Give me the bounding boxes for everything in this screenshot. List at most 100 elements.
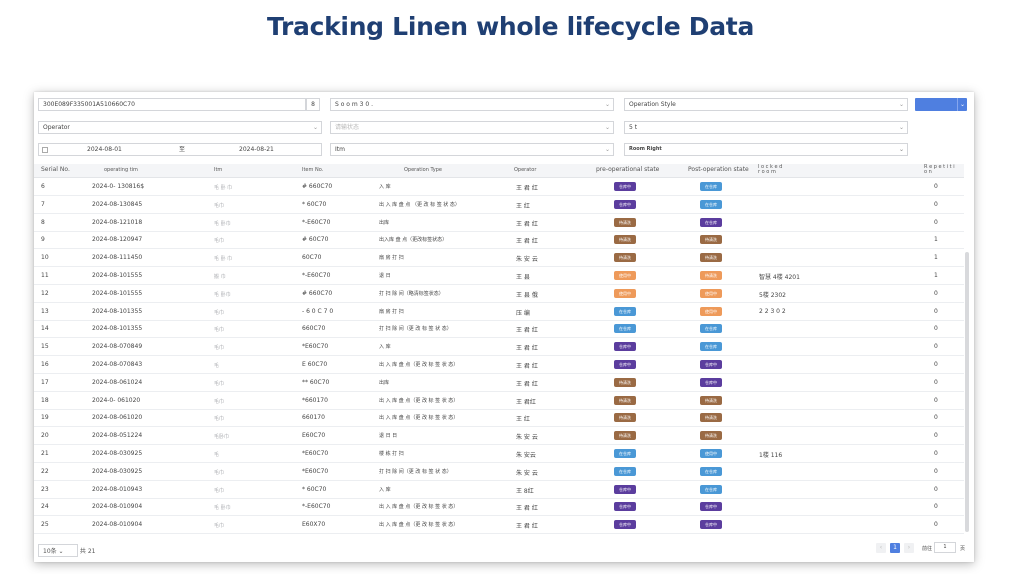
cell-serial: 23 bbox=[41, 485, 49, 493]
epc-clear-button[interactable]: 8 bbox=[306, 98, 320, 111]
table-row[interactable]: 17 2024-08-061024 毛巾 ** 60C70 出库 王 君 红 0 待清洗 仓库中 bbox=[34, 375, 964, 392]
cell-operator: 王 君 红 bbox=[516, 363, 538, 370]
table-row[interactable]: 13 2024-08-101355 毛巾 - 6 0 C 7 0 扇 房 打 扫 压 编 2… bbox=[34, 304, 964, 321]
cell-time: 2024-08-121018 bbox=[92, 218, 143, 226]
cell-time: 2024-08-111450 bbox=[92, 254, 143, 262]
cell-serial: 19 bbox=[41, 414, 49, 422]
cell-time: 2024-08-101555 bbox=[92, 289, 143, 297]
cell-rep: 0 bbox=[934, 485, 938, 493]
table-row[interactable]: 25 2024-08-010904 毛巾 E60X70 出 入 库 盘 点（更 改 标 … bbox=[34, 517, 964, 535]
cell-item-no: 660170 bbox=[302, 414, 325, 422]
chevron-down-icon[interactable]: ⌄ bbox=[957, 98, 967, 111]
cell-time: 2024-08-120947 bbox=[92, 236, 143, 244]
cell-item-no: *-E60C70 bbox=[302, 272, 331, 279]
cell-serial: 8 bbox=[41, 218, 45, 226]
post-state-badge: 使用中 bbox=[700, 306, 722, 316]
date-end: 2024-08-21 bbox=[239, 146, 274, 153]
cell-serial: 15 bbox=[41, 343, 49, 351]
cell-op: 扇 房 打 扫 bbox=[379, 255, 404, 262]
page-size-dropdown[interactable]: 10条 ⌄ bbox=[38, 544, 78, 557]
table-row[interactable]: 19 2024-08-061020 毛巾 660170 出 入 库 盘 点（更 改 标 … bbox=[34, 410, 964, 428]
cell-item: 毛 卧 巾 bbox=[214, 185, 233, 191]
cell-room: 1楼 116 bbox=[759, 452, 783, 459]
epc-input[interactable]: 300E089F335001A510660C70 bbox=[38, 98, 306, 111]
operation-style-select[interactable]: Operation Style ⌄ bbox=[624, 98, 908, 111]
cell-serial: 16 bbox=[41, 361, 49, 368]
cell-operator: 朱 安 云 bbox=[516, 469, 538, 477]
operator-select[interactable]: Operator ⌄ bbox=[38, 121, 322, 134]
table-row[interactable]: 24 2024-08-010904 毛 卧巾 *-E60C70 出 入 库 盘 点（更 … bbox=[34, 499, 964, 517]
cell-item: 毛巾 bbox=[214, 416, 225, 423]
cell-op: 出 入 库 盘 点（更 改 标 签 状 态） bbox=[379, 397, 459, 404]
room-right-select[interactable]: Room Right ⌄ bbox=[624, 143, 908, 156]
pre-state-badge: 使用中 bbox=[614, 271, 636, 280]
post-state-badge: 在仓库 bbox=[700, 217, 722, 227]
cell-item: 毛巾 bbox=[214, 487, 225, 494]
goto-label: 前往 bbox=[922, 546, 933, 552]
cell-item-no: *E60C70 bbox=[302, 450, 329, 457]
table-row[interactable]: 12 2024-08-101555 毛 卧巾 # 660C70 打 扫 除 间（略清标签… bbox=[34, 286, 964, 303]
next-page-button[interactable]: › bbox=[904, 543, 914, 553]
cell-item: 毛巾 bbox=[214, 309, 225, 316]
chevron-down-icon: ⌄ bbox=[898, 101, 904, 108]
item-select[interactable]: Itm ⌄ bbox=[330, 143, 614, 156]
cell-item-no: * 60C70 bbox=[302, 485, 327, 493]
query-button[interactable]: ⌄ bbox=[915, 98, 967, 111]
table-row[interactable]: 22 2024-08-030925 毛巾 *E60C70 打 扫 除 间（更 改 标 签… bbox=[34, 464, 964, 481]
cell-item-no: E 60C70 bbox=[302, 361, 328, 368]
cell-op: 出 入 库 盘 点（更 改 标 签 状 态） bbox=[379, 504, 459, 511]
cell-rep: 0 bbox=[934, 503, 938, 511]
cell-item-no: * 60C70 bbox=[302, 200, 327, 208]
table-row[interactable]: 21 2024-08-030925 毛 *E60C70 楼 栋 打 扫 朱 安云 1楼 11… bbox=[34, 446, 964, 463]
cell-item: 搬 巾 bbox=[214, 274, 226, 280]
cell-rep: 0 bbox=[934, 200, 938, 208]
table-row[interactable]: 10 2024-08-111450 毛 卧 巾 60C70 扇 房 打 扫 朱 安 云 1 待… bbox=[34, 250, 964, 268]
cell-item: 毛 bbox=[214, 363, 220, 369]
table-row[interactable]: 18 2024-0- 061020 毛巾 *660170 出 入 库 盘 点（更 改 标… bbox=[34, 393, 964, 410]
cell-operator: 王 君红 bbox=[516, 398, 536, 406]
cell-rep: 0 bbox=[934, 183, 938, 190]
prev-page-button[interactable]: ‹ bbox=[876, 543, 886, 553]
cell-op: 出入库 盘 点（更改标签状态） bbox=[379, 237, 448, 244]
cell-rep: 0 bbox=[934, 218, 938, 226]
table-row[interactable]: 15 2024-08-070849 毛巾 *E60C70 入 库 王 君 红 0 仓库中 在仓库 bbox=[34, 339, 964, 357]
table-scrollbar[interactable] bbox=[965, 252, 969, 532]
room-select[interactable]: S o o m 3 0 . ⌄ bbox=[330, 98, 614, 111]
cell-operator: 朱 安 云 bbox=[516, 256, 538, 264]
lifecycle-panel: 300E089F335001A510660C70 8 S o o m 3 0 .… bbox=[34, 92, 974, 562]
header-pre-state: pre-operational state bbox=[596, 166, 660, 173]
cell-item: 毛巾 bbox=[214, 398, 225, 405]
cell-serial: 14 bbox=[41, 325, 49, 333]
cell-op: 退 日 bbox=[379, 273, 391, 279]
pre-state-badge: 待清洗 bbox=[614, 431, 636, 441]
cell-op: 出库 bbox=[379, 379, 390, 386]
post-state-badge: 仓库中 bbox=[700, 360, 722, 369]
table-row[interactable]: 20 2024-08-051224 毛卧巾 E60C70 退 日 日 朱 安 云 0 待清洗 待… bbox=[34, 428, 964, 446]
cell-op: 出 入 库 盘 点（更 改 标 签 状 态） bbox=[379, 362, 459, 368]
cell-time: 2024-08-070849 bbox=[92, 343, 143, 351]
post-state-badge: 使用中 bbox=[700, 449, 722, 458]
table-row[interactable]: 11 2024-08-101555 搬 巾 *-E60C70 退 日 王 县 智慧 4楼 4… bbox=[34, 268, 964, 285]
cell-op: 入 库 bbox=[379, 184, 391, 190]
table-row[interactable]: 6 2024-0- 130816$ 毛 卧 巾 # 660C70 入 库 王 君 红 0 仓库… bbox=[34, 179, 964, 196]
table-row[interactable]: 9 2024-08-120947 毛巾 # 60C70 出入库 盘 点（更改标签状态） 王… bbox=[34, 232, 964, 250]
chevron-down-icon: ⌄ bbox=[604, 146, 610, 153]
goto-page-input[interactable]: 1 bbox=[934, 542, 956, 553]
cell-operator: 王 君 红 bbox=[516, 185, 538, 192]
pre-state-badge: 仓库中 bbox=[614, 199, 636, 209]
table-row[interactable]: 7 2024-08-130845 毛巾 * 60C70 出 入 库 盘 点 （更 改 标… bbox=[34, 197, 964, 214]
page-1-button[interactable]: 1 bbox=[890, 543, 900, 553]
date-range-picker[interactable]: 2024-08-01 至 2024-08-21 bbox=[38, 143, 322, 156]
cell-item: 毛卧巾 bbox=[214, 434, 230, 441]
table-row[interactable]: 16 2024-08-070843 毛 E 60C70 出 入 库 盘 点（更 改 标 … bbox=[34, 357, 964, 374]
table-row[interactable]: 8 2024-08-121018 毛 卧巾 *-E60C70 出库 王 君 红 0 待清洗 在仓… bbox=[34, 215, 964, 232]
pre-state-badge: 待清洗 bbox=[614, 377, 636, 387]
table-header: Serial No. operating tim Itm Item No. Op… bbox=[34, 164, 964, 178]
table-row[interactable]: 14 2024-08-101355 毛巾 660C70 打 扫 除 间（更 改 标 签 … bbox=[34, 321, 964, 339]
page-size-select[interactable]: 5 t ⌄ bbox=[624, 121, 908, 134]
cell-rep: 0 bbox=[934, 467, 938, 475]
cell-op: 扇 房 打 扫 bbox=[379, 308, 404, 315]
status-select[interactable]: 请输状态 ⌄ bbox=[330, 121, 614, 134]
table-row[interactable]: 23 2024-08-010943 毛巾 * 60C70 入 库 王 8红 0 仓库中 在仓库 bbox=[34, 482, 964, 499]
cell-time: 2024-08-010904 bbox=[92, 521, 143, 529]
